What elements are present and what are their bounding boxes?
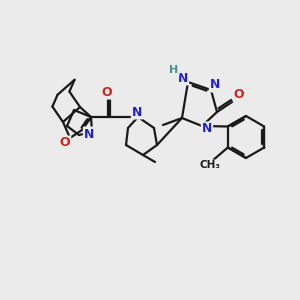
Text: CH₃: CH₃ (199, 160, 220, 170)
Text: N: N (210, 79, 220, 92)
Text: O: O (60, 136, 70, 149)
Text: O: O (102, 85, 112, 98)
Text: O: O (234, 88, 244, 101)
Text: N: N (84, 128, 94, 140)
Text: N: N (202, 122, 212, 136)
Text: H: H (169, 65, 178, 75)
Text: N: N (132, 106, 142, 118)
Text: N: N (178, 71, 188, 85)
